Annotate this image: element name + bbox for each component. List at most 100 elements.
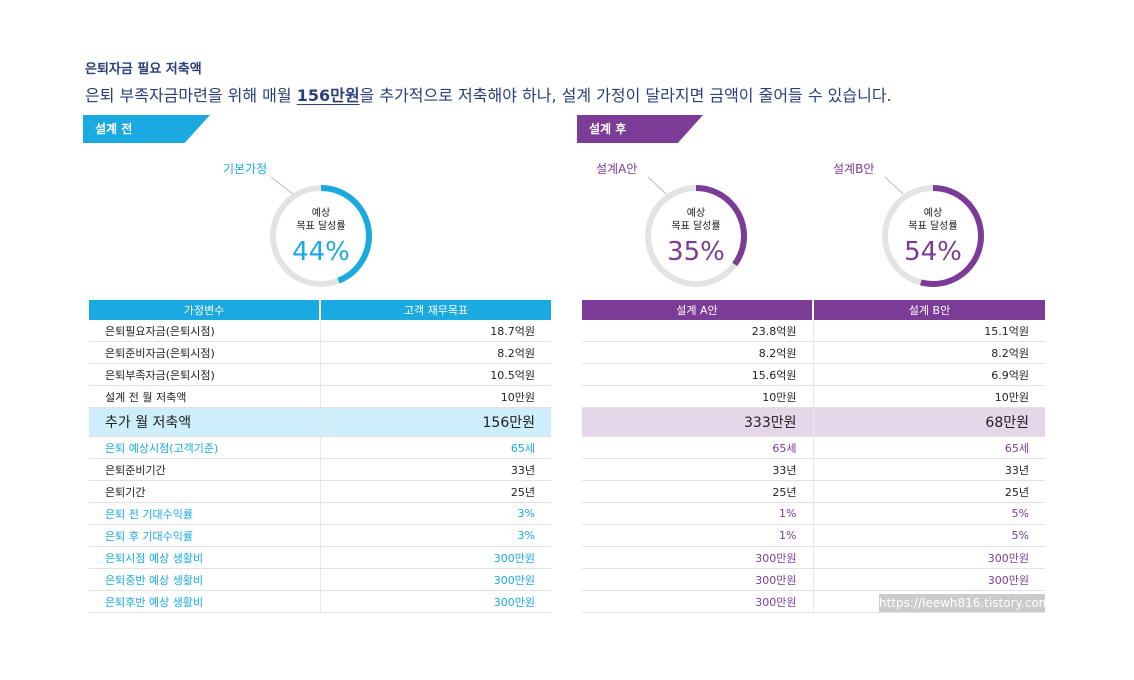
gauge-arc: [645, 185, 747, 287]
row-label: 설계 전 월 저축액: [89, 385, 320, 408]
gauge-arc: [270, 185, 372, 287]
gauge-basic: [270, 185, 372, 287]
plan-a-value: 333만원: [582, 407, 813, 437]
plan-b-value: 8.2억원: [812, 341, 1045, 364]
row-label: 은퇴 후 기대수익률: [89, 524, 320, 547]
headline: 은퇴 부족자금마련을 위해 매월 156만원을 추가적으로 저축해야 하나, 설…: [85, 82, 892, 106]
gauge-percent: 44%: [292, 237, 350, 267]
table-row: 15.6억원 6.9억원: [582, 363, 1045, 386]
plan-b-value: 25년: [812, 480, 1045, 503]
row-value: 156만원: [319, 407, 551, 437]
gauge-a: [645, 185, 747, 287]
plan-a-value: 1%: [582, 524, 813, 547]
table-row: 은퇴 후 기대수익률 3%: [89, 524, 551, 547]
plan-a-value: 15.6억원: [582, 363, 813, 386]
plan-b-value: 15.1억원: [812, 320, 1045, 342]
row-value: 300만원: [319, 568, 551, 591]
row-value: 300만원: [319, 590, 551, 613]
row-label: 은퇴중반 예상 생활비: [89, 568, 320, 591]
gauge-arc: [882, 185, 984, 287]
headline-highlight: 156만원: [296, 86, 360, 105]
blog-watermark[interactable]: https://leewh816.tistory.com: [879, 594, 1051, 612]
gauge-percent: 54%: [904, 237, 962, 267]
column-header: 가정변수: [89, 300, 320, 320]
plan-b-value: 5%: [812, 502, 1045, 525]
callout-line: [884, 176, 904, 195]
row-label: 은퇴 전 기대수익률: [89, 502, 320, 525]
assumptions-table: 가정변수 고객 재무목표 은퇴필요자금(은퇴시점) 18.7억원 은퇴준비자금(은…: [89, 300, 551, 613]
row-value: 33년: [319, 458, 551, 481]
gauge-label-line1: 예상: [686, 208, 706, 219]
plan-a-value: 300만원: [582, 546, 813, 569]
headline-post: 을 추가적으로 저축해야 하나, 설계 가정이 달라지면 금액이 줄어들 수 있…: [359, 86, 892, 105]
row-value: 10만원: [319, 385, 551, 408]
plan-a-value: 23.8억원: [582, 320, 813, 342]
row-value: 65세: [319, 436, 551, 459]
plan-a-value: 300만원: [582, 590, 813, 613]
plan-a-value: 1%: [582, 502, 813, 525]
row-label: 은퇴기간: [89, 480, 320, 503]
row-label: 은퇴 예상시점(고객기준): [89, 436, 320, 459]
table-row: 1% 5%: [582, 524, 1045, 547]
plan-a-value: 25년: [582, 480, 813, 503]
row-label: 은퇴시점 예상 생활비: [89, 546, 320, 569]
row-label: 은퇴필요자금(은퇴시점): [89, 320, 320, 342]
row-value: 8.2억원: [319, 341, 551, 364]
plan-a-value: 300만원: [582, 568, 813, 591]
table-row: 설계 전 월 저축액 10만원: [89, 385, 551, 408]
section-kicker: 은퇴자금 필요 저축액: [85, 62, 202, 77]
plan-b-value: 65세: [812, 436, 1045, 459]
gauge-percent: 35%: [667, 237, 725, 267]
table-row: 은퇴시점 예상 생활비 300만원: [89, 546, 551, 569]
row-value: 3%: [319, 502, 551, 525]
plans-table: 설계 A안 설계 B안 23.8억원 15.1억원 8.2억원 8.2억원 15.6…: [582, 300, 1045, 613]
row-label: 은퇴준비기간: [89, 458, 320, 481]
table-row-highlight: 추가 월 저축액 156만원: [89, 407, 551, 437]
table-row: 은퇴준비자금(은퇴시점) 8.2억원: [89, 341, 551, 364]
before-banner: 설계 전: [83, 115, 210, 143]
plan-b-value: 10만원: [812, 385, 1045, 408]
gauge-b: [882, 185, 984, 287]
plan-b-value: 33년: [812, 458, 1045, 481]
table-row: 25년 25년: [582, 480, 1045, 503]
table-header-row: 가정변수 고객 재무목표: [89, 300, 551, 320]
plan-a-value: 33년: [582, 458, 813, 481]
table-row: 은퇴부족자금(은퇴시점) 10.5억원: [89, 363, 551, 386]
table-row: 은퇴기간 25년: [89, 480, 551, 503]
gauge-label-line2: 목표 달성률: [296, 221, 346, 232]
plan-a-value: 8.2억원: [582, 341, 813, 364]
gauge-label-line2: 목표 달성률: [671, 221, 721, 232]
table-row: 은퇴후반 예상 생활비 300만원: [89, 590, 551, 613]
after-banner: 설계 후: [577, 115, 703, 143]
row-value: 3%: [319, 524, 551, 547]
column-header: 고객 재무목표: [319, 300, 551, 320]
table-row: 은퇴 예상시점(고객기준) 65세: [89, 436, 551, 459]
plan-a-value: 10만원: [582, 385, 813, 408]
gauge-label-line2: 목표 달성률: [908, 221, 958, 232]
plan-b-value: 5%: [812, 524, 1045, 547]
gauge-callout-b: 설계B안: [833, 162, 875, 176]
table-row: 은퇴중반 예상 생활비 300만원: [89, 568, 551, 591]
table-header-row: 설계 A안 설계 B안: [582, 300, 1045, 320]
gauge-label-line1: 예상: [923, 208, 943, 219]
table-row: 10만원 10만원: [582, 385, 1045, 408]
row-value: 300만원: [319, 546, 551, 569]
plan-b-value: 300만원: [812, 546, 1045, 569]
plan-b-value: 6.9억원: [812, 363, 1045, 386]
row-label: 은퇴부족자금(은퇴시점): [89, 363, 320, 386]
table-row: 은퇴필요자금(은퇴시점) 18.7억원: [89, 320, 551, 342]
column-header: 설계 B안: [812, 300, 1045, 320]
headline-pre: 은퇴 부족자금마련을 위해 매월: [85, 86, 297, 105]
row-label: 추가 월 저축액: [89, 407, 320, 437]
row-value: 25년: [319, 480, 551, 503]
table-row: 은퇴준비기간 33년: [89, 458, 551, 481]
table-row: 33년 33년: [582, 458, 1045, 481]
callout-line: [647, 176, 667, 195]
gauge-label: 예상 목표 달성률: [268, 207, 374, 233]
row-label: 은퇴준비자금(은퇴시점): [89, 341, 320, 364]
plan-b-value: 300만원: [812, 568, 1045, 591]
